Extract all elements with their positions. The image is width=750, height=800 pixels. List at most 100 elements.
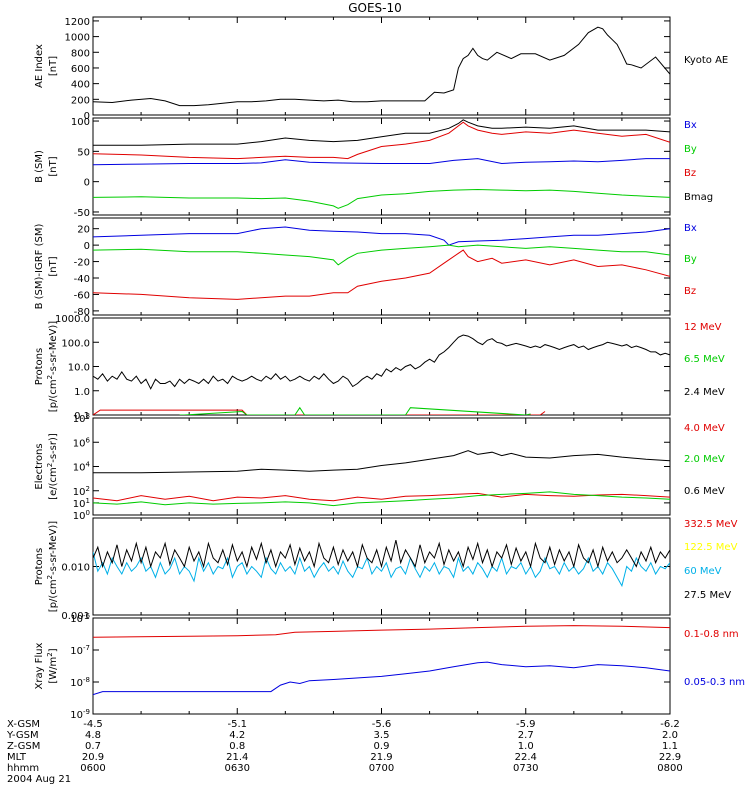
- y-axis-title: AE Index: [34, 44, 45, 88]
- y-tick-label: 400: [71, 80, 90, 91]
- ephemeris-row-label: Y-GSM: [6, 730, 39, 741]
- legend-label: 0.05-0.3 nm: [684, 677, 745, 688]
- legend-label: By: [684, 144, 697, 155]
- y-tick-label: 50: [77, 147, 90, 158]
- legend-label: Bmag: [684, 192, 713, 203]
- y-tick-label: -40: [74, 274, 90, 285]
- legend-label: 2.4 MeV: [684, 387, 725, 398]
- legend-label: 60 MeV: [684, 566, 722, 577]
- series-electrons-1: [93, 491, 670, 507]
- series-line: [93, 226, 670, 246]
- ephemeris-value: 1.0: [518, 741, 534, 752]
- series-line: [93, 158, 670, 166]
- ephemeris-value: 0630: [225, 763, 250, 774]
- ephemeris-value: -5.6: [372, 719, 392, 730]
- legend-label: 27.5 MeV: [684, 590, 731, 601]
- y-axis-title: Xray Flux: [34, 642, 45, 689]
- y-tick-label: -80: [74, 307, 90, 318]
- series-line: [93, 409, 546, 415]
- legend-label: 6.5 MeV: [684, 354, 725, 365]
- x-ticks: [92, 418, 671, 515]
- y-tick-label: 100: [71, 117, 90, 128]
- series-bsm-3: [93, 119, 670, 146]
- ephemeris-value: 21.9: [370, 752, 392, 763]
- series-bdiff-0: [93, 226, 670, 246]
- y-tick-label: -50: [74, 208, 90, 219]
- y-axis: -80 -60 -40 -20 0 20: [74, 225, 670, 318]
- series-electrons-0: [93, 492, 670, 502]
- y-tick-label: 0.001: [61, 611, 90, 622]
- series-bdiff-2: [93, 249, 670, 300]
- series-xray-0: [93, 625, 670, 638]
- ephemeris-value: 0700: [369, 763, 394, 774]
- y-axis-title: Protons: [34, 548, 45, 585]
- panel-hiprotons: 0.001 0.010 Protons[p/(cm2-s-sr-MeV)] 332.5…: [34, 517, 738, 622]
- y-tick-label: 800: [71, 48, 90, 59]
- y-axis-title: [nT]: [48, 56, 59, 76]
- ephemeris-row-label: Z-GSM: [7, 741, 40, 752]
- series-line: [93, 492, 670, 502]
- y-axis: 0.1 1.0 10.0 100.0 1000.0: [55, 314, 670, 422]
- ephemeris-value: 1.1: [662, 741, 678, 752]
- y-axis-title: Electrons: [34, 443, 45, 489]
- ephemeris-value: 22.9: [659, 752, 681, 763]
- ephemeris-value: 0600: [80, 763, 105, 774]
- series-protons-0: [93, 409, 546, 415]
- ephemeris-row-label: MLT: [7, 752, 27, 763]
- y-tick-label: 106: [73, 436, 91, 449]
- series-line: [93, 188, 670, 209]
- y-tick-label: 104: [73, 461, 91, 474]
- ephemeris-value: -5.1: [227, 719, 247, 730]
- y-tick-label: 0.010: [61, 563, 90, 574]
- series-line: [93, 450, 670, 474]
- series-line: [93, 244, 670, 266]
- ephemeris-value: 0.9: [374, 741, 390, 752]
- y-tick-label: 1000.0: [55, 314, 90, 325]
- series-electrons-2: [93, 450, 670, 474]
- y-tick-label: 10-7: [70, 644, 90, 657]
- series-bdiff-1: [93, 244, 670, 266]
- legend-label: 122.5 MeV: [684, 542, 738, 553]
- legend-label: Bz: [684, 286, 696, 297]
- legend-label: Bz: [684, 168, 696, 179]
- series-protons-1: [179, 406, 531, 415]
- series-line: [93, 26, 670, 107]
- x-ticks: [92, 17, 671, 115]
- x-ticks: [92, 118, 671, 215]
- y-tick-label: 600: [71, 64, 90, 75]
- y-tick-label: 10.0: [68, 363, 90, 374]
- y-tick-label: 0: [84, 241, 90, 252]
- panel-frame: [92, 317, 671, 416]
- series-line: [93, 121, 670, 160]
- series-bsm-1: [93, 188, 670, 209]
- legend-label: Bx: [684, 223, 697, 234]
- panel-ae: 0 200 400 600 800 1000 1200 AE Index [nT] Kyoto A…: [34, 16, 728, 122]
- x-axis-labels: X-GSM -4.5 -5.1 -5.6 -5.9 -6.2 Y-GSM 4.8 4.2 3.5 2…: [6, 719, 683, 785]
- ephemeris-row-label: hhmm: [7, 763, 39, 774]
- x-ticks: [92, 518, 671, 615]
- series-line: [179, 406, 531, 415]
- y-tick-label: -20: [74, 258, 90, 269]
- ephemeris-value: 22.4: [515, 752, 537, 763]
- ephemeris-value: 0730: [513, 763, 538, 774]
- series-xray-1: [93, 661, 670, 696]
- ephemeris-value: 2.0: [662, 730, 678, 741]
- series-line: [93, 119, 670, 146]
- panel-frame: [92, 417, 671, 516]
- series-line: [93, 491, 670, 507]
- series-ae-0: [93, 26, 670, 107]
- panel-frame: [92, 117, 671, 216]
- series-line: [93, 625, 670, 638]
- panel-frame: [92, 16, 671, 116]
- y-tick-label: -60: [74, 290, 90, 301]
- legend-label: 4.0 MeV: [684, 423, 725, 434]
- panel-bdiff: -80 -60 -40 -20 0 20 B (SM)-IGRF (SM) [nT] Bx By B…: [34, 217, 697, 318]
- y-tick-label: 100: [73, 509, 90, 522]
- series-protons-2: [93, 334, 670, 390]
- y-axis-title: [p/(cm2-s-sr-MeV)]: [46, 321, 59, 412]
- ephemeris-value: -5.9: [516, 719, 536, 730]
- y-tick-label: 20: [77, 225, 90, 236]
